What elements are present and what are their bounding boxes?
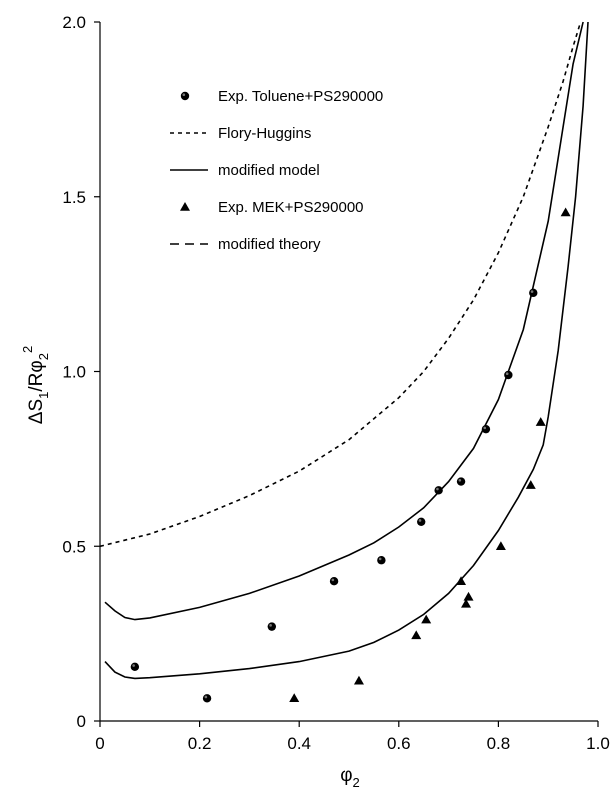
legend-item: Exp. Toluene+PS290000 [180,88,383,105]
y-axis-title-sup: 2 [20,346,35,353]
y-axis-title-sub1: 1 [36,392,51,399]
x-tick-label: 1.0 [586,734,610,753]
y-tick-label: 1.5 [62,188,86,207]
plot-markers [130,207,571,703]
legend-item: Exp. MEK+PS290000 [180,199,364,216]
data-point-circle [417,517,426,526]
data-point-triangle [560,207,571,217]
y-tick-label: 1.0 [62,363,86,382]
y-axis-title-main: ΔS [26,399,47,424]
data-point-triangle [461,598,472,608]
series-line-2-1 [104,21,589,680]
x-axis-title-sub: 2 [353,775,360,790]
legend-item: modified theory [170,236,321,253]
legend: Exp. Toluene+PS290000 Flory-Huggins modifi… [170,88,383,253]
x-tick-label: 0.4 [287,734,311,753]
data-point-triangle [411,630,422,640]
data-point-circle [504,370,513,380]
data-point-circle [456,477,466,486]
legend-item: Flory-Huggins [170,125,311,142]
legend-label: modified model [218,162,320,179]
plot-lines [99,21,589,680]
series-line-2-0 [104,21,584,621]
legend-marker-swatch [180,91,190,101]
data-point-circle [130,662,140,672]
x-axis-title-main: φ [340,765,352,786]
x-axis-title: φ2 [340,765,360,790]
data-point-triangle [495,541,506,550]
data-point-circle [529,288,538,298]
data-point-triangle [463,591,474,601]
y-tick-label: 0 [77,712,86,731]
data-point-triangle [535,417,546,426]
y-axis-title: ΔS1/Rφ22 [20,346,51,424]
legend-item: modified model [170,162,320,179]
y-axis-title-sub2: 2 [36,353,51,360]
data-point-circle [481,424,491,434]
data-point-triangle [289,693,300,703]
legend-label: Exp. MEK+PS290000 [218,199,364,216]
y-tick-label: 2.0 [62,13,86,32]
data-point-circle [329,577,339,586]
axes [99,22,598,722]
series-line-1-0 [99,21,582,548]
data-point-triangle [525,480,536,489]
data-point-triangle [421,614,432,624]
data-point-triangle [353,675,364,685]
data-point-circle [267,622,277,631]
data-point-circle [202,694,212,703]
x-tick-label: 0.8 [487,734,511,753]
tick-labels: 0 0.2 0.4 0.6 0.8 1.0 0 0.5 1.0 1.5 2.0 [62,13,609,753]
legend-marker-swatch [180,202,190,211]
y-axis-title-mid: /Rφ [26,360,47,391]
legend-label: Exp. Toluene+PS290000 [218,88,383,105]
x-tick-label: 0.2 [188,734,212,753]
ticks [94,21,599,727]
legend-label: modified theory [218,236,321,253]
x-tick-label: 0 [95,734,104,753]
data-point-circle [377,556,386,565]
x-tick-label: 0.6 [387,734,411,753]
legend-label: Flory-Huggins [218,125,311,142]
y-tick-label: 0.5 [62,537,86,556]
data-point-circle [434,486,443,495]
data-point-triangle [456,576,467,585]
